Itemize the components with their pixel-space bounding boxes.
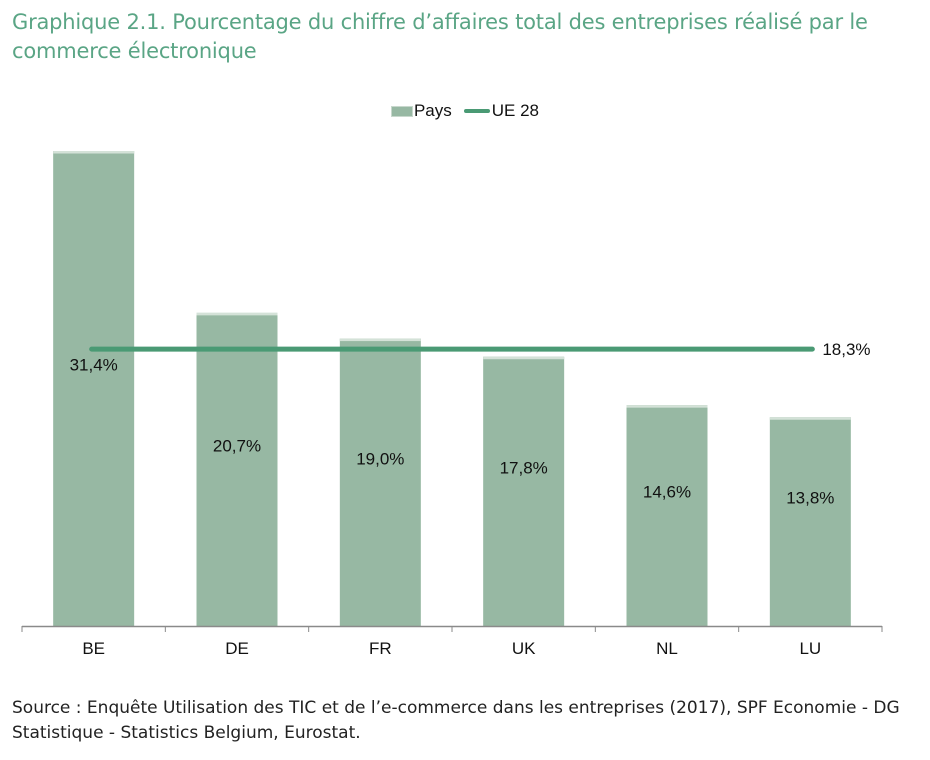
bar-lu: [769, 417, 851, 626]
bar-highlight-be: [53, 151, 135, 154]
x-tick-label-nl: NL: [656, 639, 678, 658]
bar-highlight-lu: [769, 417, 851, 420]
x-tick-label-lu: LU: [799, 639, 821, 658]
legend-label-ue28: UE 28: [491, 101, 540, 120]
bar-value-label-nl: 14,6%: [643, 483, 691, 502]
bar-fr: [339, 338, 421, 626]
bar-nl: [626, 405, 708, 626]
bar-highlight-uk: [483, 356, 565, 360]
bar-value-label-de: 20,7%: [213, 436, 261, 455]
legend-item-ue28: UE 28: [452, 101, 539, 121]
bar-highlight-de: [196, 312, 278, 316]
x-tick-label-be: BE: [82, 639, 105, 658]
x-tick-label-fr: FR: [369, 639, 392, 658]
chart-legend: Pays UE 28: [0, 100, 930, 122]
bar-value-label-fr: 19,0%: [356, 449, 404, 468]
x-tick-label-uk: UK: [512, 639, 536, 658]
legend-line-swatch: [463, 109, 490, 113]
bar-value-label-lu: 13,8%: [786, 489, 834, 508]
legend-label-pays: Pays: [413, 101, 452, 120]
legend-bar-swatch: [390, 105, 413, 117]
bar-de: [196, 312, 278, 626]
x-tick-label-de: DE: [225, 639, 249, 658]
bar-highlight-fr: [339, 338, 421, 342]
legend-item-pays: Pays: [390, 101, 452, 121]
bar-value-label-uk: 17,8%: [500, 458, 548, 477]
bar-value-label-be: 31,4%: [70, 356, 118, 375]
bar-chart: 31,4% BE 20,7% DE 19,0% FR 17,8% UK 14,6% NL 13,8%…: [21, 151, 883, 658]
bar-be: [53, 151, 135, 626]
ue28-value-label: 18,3%: [822, 340, 870, 359]
source-note: Source : Enquête Utilisation des TIC et …: [12, 698, 900, 743]
bar-highlight-nl: [626, 405, 708, 408]
bar-uk: [483, 356, 565, 626]
chart-title: Graphique 2.1. Pourcentage du chiffre d’…: [12, 10, 868, 63]
